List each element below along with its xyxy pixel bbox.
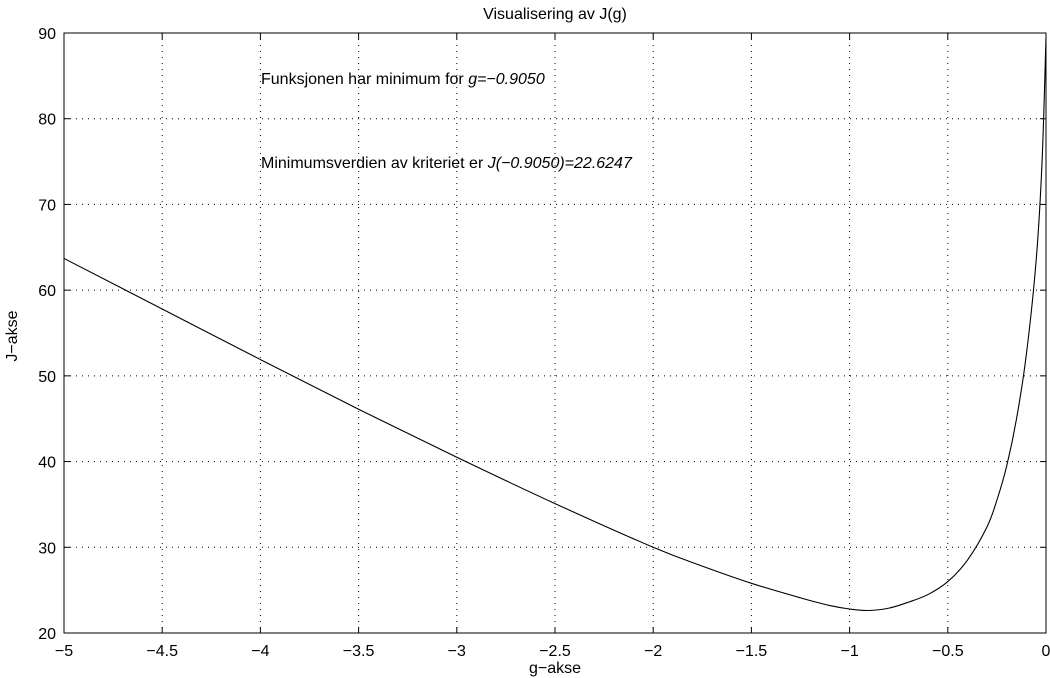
x-tick-label: −0.5 bbox=[932, 643, 964, 660]
x-tick-label: −3.5 bbox=[343, 643, 375, 660]
x-tick-label: −1 bbox=[840, 643, 858, 660]
grid bbox=[64, 33, 1046, 633]
minimum-annotation-text: Funksjonen har minimum for bbox=[261, 71, 468, 88]
minimum-value-annotation: Minimumsverdien av kriteriet er J(−0.905… bbox=[261, 155, 633, 172]
y-tick-label: 90 bbox=[38, 26, 56, 43]
x-tick-label: −4.5 bbox=[146, 643, 178, 660]
x-tick-label: −3 bbox=[448, 643, 466, 660]
y-tick-label: 20 bbox=[38, 626, 56, 643]
y-tick-label: 80 bbox=[38, 112, 56, 129]
series-line bbox=[63, 37, 1047, 612]
x-tick-label: −5 bbox=[55, 643, 73, 660]
minimum-value-annotation-text: Minimumsverdien av kriteriet er bbox=[261, 155, 488, 172]
y-tick-label: 70 bbox=[38, 197, 56, 214]
chart-title: Visualisering av J(g) bbox=[483, 6, 627, 23]
axis-ticks: −5 −4.5 −4 −3.5 −3 −2.5 −2 −1.5 −1 −0.5 0 20 30 40 50 6… bbox=[38, 26, 1050, 660]
x-tick-label: −1.5 bbox=[736, 643, 768, 660]
minimum-annotation: Funksjonen har minimum for g=−0.9050 bbox=[261, 71, 545, 88]
x-axis-label: g−akse bbox=[529, 660, 581, 677]
minimum-annotation-value: g=−0.9050 bbox=[468, 71, 545, 88]
y-tick-label: 50 bbox=[38, 369, 56, 386]
x-tick-label: −2 bbox=[644, 643, 662, 660]
minimum-value-annotation-value: J(−0.9050)=22.6247 bbox=[487, 155, 633, 172]
x-tick-label: −4 bbox=[251, 643, 269, 660]
x-tick-label: 0 bbox=[1042, 643, 1050, 660]
y-tick-label: 40 bbox=[38, 455, 56, 472]
y-axis-label: J−akse bbox=[4, 310, 21, 361]
y-tick-label: 30 bbox=[38, 540, 56, 557]
x-tick-label: −2.5 bbox=[539, 643, 571, 660]
y-tick-label: 60 bbox=[38, 283, 56, 300]
